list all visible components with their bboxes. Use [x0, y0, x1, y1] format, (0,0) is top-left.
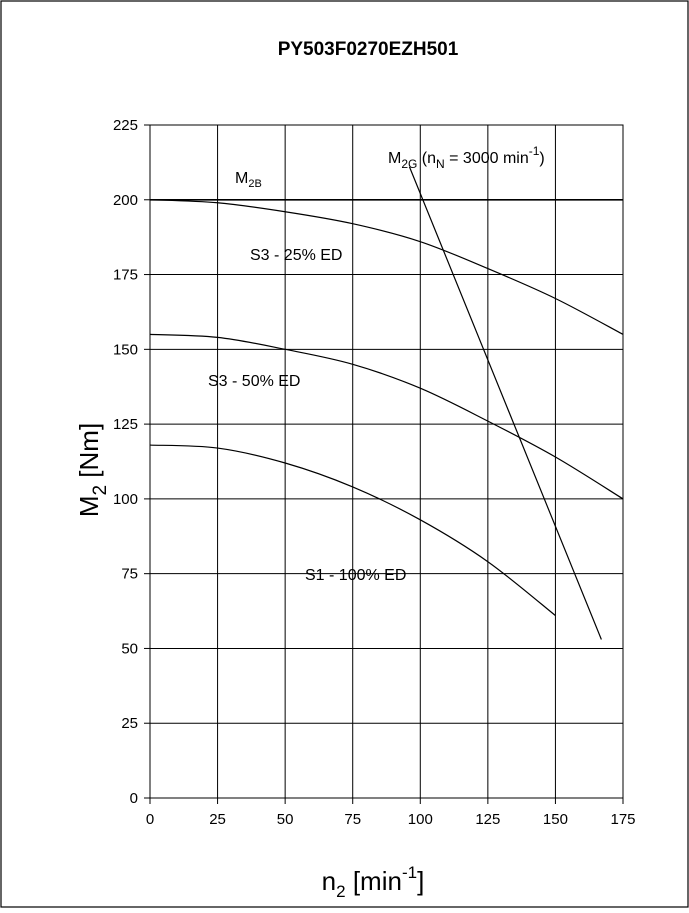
y-tick-label: 25 — [121, 715, 138, 732]
label-s3-50: S3 - 50% ED — [208, 373, 300, 390]
x-tick-label: 100 — [408, 811, 433, 828]
y-tick-label: 200 — [113, 192, 138, 209]
x-tick-label: 150 — [543, 811, 568, 828]
series-line-3 — [149, 444, 556, 617]
y-tick-label: 100 — [113, 491, 138, 508]
x-tick-label: 0 — [146, 811, 154, 828]
x-tick-label: 25 — [209, 811, 226, 828]
x-tick-label: 75 — [344, 811, 361, 828]
series-line-1 — [149, 199, 624, 335]
axis-ticks: 0 25 50 75 100 125 150 175 0 25 50 75 100 125 150 175 20… — [113, 117, 636, 828]
x-axis-title: n2 [min-1] — [322, 863, 425, 901]
x-tick-label: 125 — [475, 811, 500, 828]
chart-title: PY503F0270EZH501 — [278, 39, 459, 60]
y-tick-label: 225 — [113, 117, 138, 134]
x-tick-label: 50 — [277, 811, 294, 828]
y-tick-label: 0 — [130, 790, 138, 807]
label-m2b: M2B — [235, 170, 262, 190]
series-line-2 — [149, 333, 624, 500]
y-tick-label: 125 — [113, 416, 138, 433]
series-line-4 — [408, 166, 602, 640]
plot-area-frame — [149, 124, 624, 799]
y-tick-label: 75 — [121, 566, 138, 583]
x-tick-label: 175 — [610, 811, 635, 828]
label-s1-100: S1 - 100% ED — [305, 567, 406, 584]
y-tick-label: 150 — [113, 341, 138, 358]
y-tick-label: 175 — [113, 267, 138, 284]
label-m2g: M2G (nN = 3000 min-1) — [388, 144, 545, 171]
y-tick-label: 50 — [121, 640, 138, 657]
y-axis-title: M2 [Nm] — [74, 423, 111, 517]
series-lines — [149, 166, 624, 640]
label-s3-25: S3 - 25% ED — [250, 247, 342, 264]
